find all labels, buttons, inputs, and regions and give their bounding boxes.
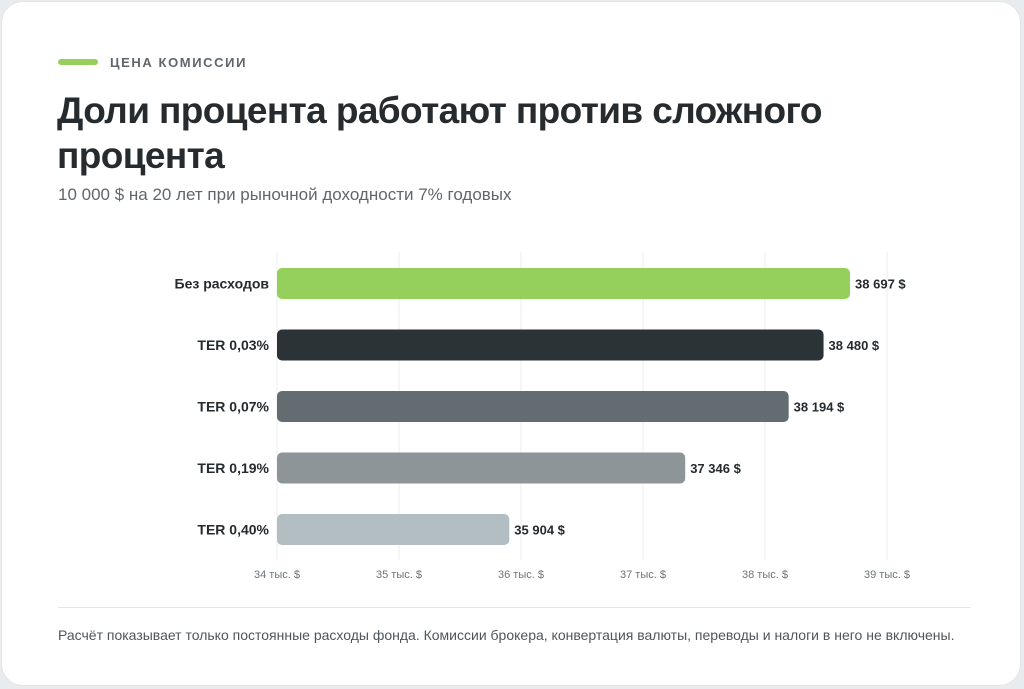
category-label: TER 0,07%: [197, 399, 269, 415]
footnote: Расчёт показывает только постоянные расх…: [58, 627, 955, 643]
chart-subtitle: 10 000 $ на 20 лет при рыночной доходнос…: [58, 185, 512, 204]
eyebrow-accent-bar: [58, 59, 98, 65]
category-label: TER 0,40%: [197, 522, 269, 538]
footer-divider: [58, 607, 970, 608]
value-label: 35 904 $: [514, 523, 565, 538]
category-label: TER 0,03%: [197, 337, 269, 353]
x-tick-label: 39 тыс. $: [864, 569, 910, 581]
bar: [277, 391, 789, 422]
bar: [277, 514, 510, 545]
bar: [277, 329, 824, 361]
chart-title: Доли процента работают против сложного п…: [57, 90, 822, 176]
eyebrow: ЦЕНА КОМИССИИ: [58, 54, 247, 70]
x-tick-label: 37 тыс. $: [620, 569, 666, 581]
chart-labels: Без расходов 38 697 $ TER 0,03% 38 480 $ TER…: [175, 276, 907, 538]
category-label: Без расходов: [175, 276, 270, 292]
chart-x-ticks: 34 тыс. $ 35 тыс. $ 36 тыс. $ 37 тыс. $ 38 т…: [254, 569, 910, 581]
x-tick-label: 34 тыс. $: [254, 569, 300, 581]
bar: [277, 452, 686, 484]
value-label: 38 697 $: [855, 277, 906, 292]
bar: [277, 268, 851, 299]
x-tick-label: 36 тыс. $: [498, 569, 544, 581]
chart-bars: [277, 268, 851, 545]
x-tick-label: 38 тыс. $: [742, 569, 788, 581]
value-label: 37 346 $: [690, 461, 741, 476]
category-label: TER 0,19%: [197, 460, 269, 476]
bar-chart: Без расходов 38 697 $ TER 0,03% 38 480 $ TER…: [175, 252, 910, 581]
value-label: 38 194 $: [794, 400, 845, 415]
value-label: 38 480 $: [829, 338, 880, 353]
eyebrow-label: ЦЕНА КОМИССИИ: [110, 54, 248, 70]
x-tick-label: 35 тыс. $: [376, 569, 422, 581]
